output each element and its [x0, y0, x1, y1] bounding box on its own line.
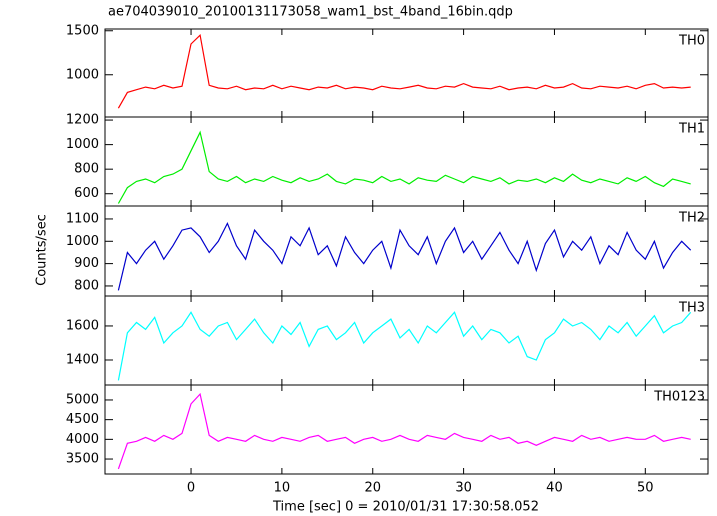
panel-label: TH2	[678, 211, 705, 226]
light-curve	[117, 392, 691, 470]
panel-frame	[104, 28, 709, 118]
y-tick-label: 1000	[66, 137, 99, 152]
light-curve	[117, 130, 691, 204]
panel-frame	[104, 116, 709, 207]
y-tick-label: 1200	[66, 113, 99, 128]
y-tick-label: 800	[74, 278, 99, 293]
y-tick-label: 1000	[66, 234, 99, 249]
y-tick-label: 1000	[66, 67, 99, 82]
y-tick-label: 3500	[66, 452, 99, 467]
y-axis-label: Counts/sec	[35, 214, 50, 286]
y-tick-label: 1400	[66, 352, 99, 367]
y-tick-label: 4500	[66, 412, 99, 427]
panel-label: TH3	[678, 301, 705, 316]
panel-frame	[104, 205, 709, 297]
panel-frame	[104, 295, 709, 386]
panel-frame	[104, 384, 709, 475]
x-tick-label: 40	[546, 481, 563, 496]
x-tick-label: 20	[364, 481, 381, 496]
x-tick-label: 10	[274, 481, 291, 496]
y-tick-label: 4000	[66, 432, 99, 447]
y-tick-label: 800	[74, 162, 99, 177]
y-tick-label: 1100	[66, 211, 99, 226]
y-tick-label: 600	[74, 186, 99, 201]
x-tick-label: 30	[455, 481, 472, 496]
x-axis-label: Time [sec] 0 = 2010/01/31 17:30:58.052	[272, 500, 539, 515]
x-tick-label: 50	[637, 481, 654, 496]
light-curve	[117, 221, 692, 291]
panel-label: TH0123	[653, 390, 705, 405]
x-tick-label: 0	[187, 481, 195, 496]
light-curve	[117, 33, 691, 109]
chart-title: ae704039010_20100131173058_wam1_bst_4ban…	[108, 5, 513, 20]
y-tick-label: 1500	[66, 23, 99, 38]
y-tick-label: 5000	[66, 392, 99, 407]
light-curve	[117, 311, 692, 381]
panel-label: TH0	[678, 34, 705, 49]
panel-label: TH1	[678, 122, 705, 137]
y-tick-label: 900	[74, 256, 99, 271]
y-tick-label: 1600	[66, 318, 99, 333]
